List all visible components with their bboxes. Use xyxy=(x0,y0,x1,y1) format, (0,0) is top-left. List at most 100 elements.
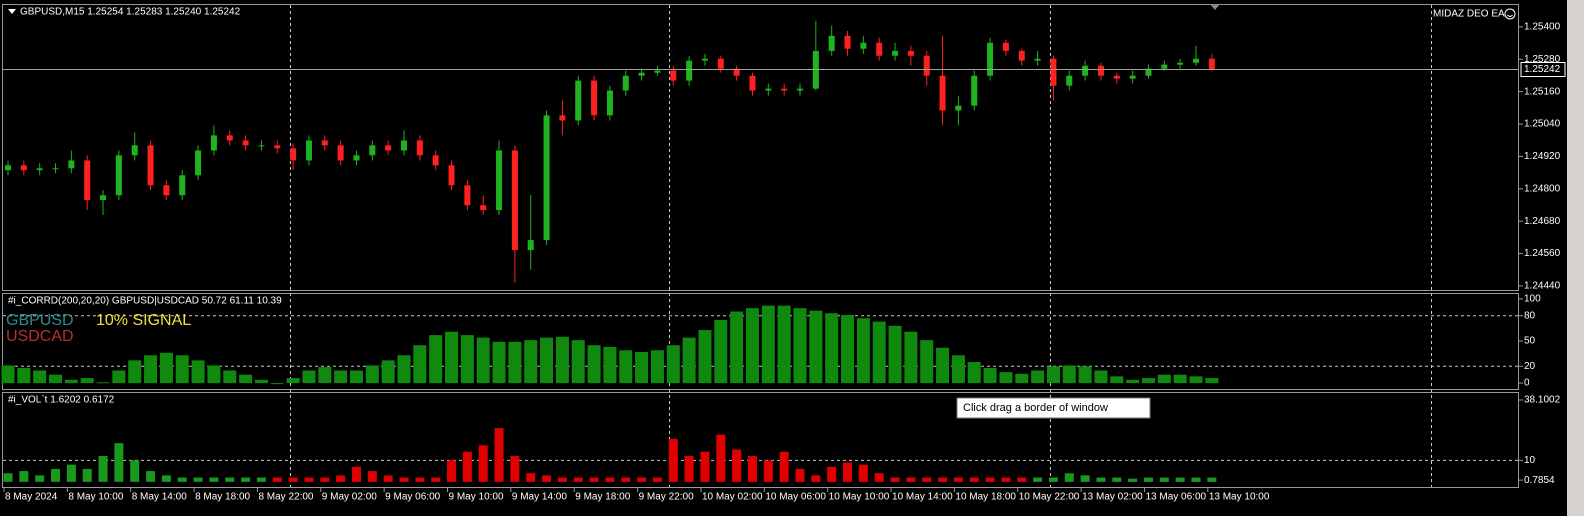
bar xyxy=(589,477,599,482)
y-tick-label: 0 xyxy=(1524,378,1530,389)
candle-body xyxy=(369,145,376,156)
x-tick-label: 10 May 14:00 xyxy=(892,492,953,503)
bar xyxy=(128,360,142,384)
bar xyxy=(225,477,235,482)
bar xyxy=(367,471,377,482)
price-label: 1.25242 xyxy=(1524,64,1561,75)
bar xyxy=(159,352,173,384)
candle-body xyxy=(115,155,122,196)
candle-body xyxy=(1177,62,1184,65)
x-tick-label: 9 May 10:00 xyxy=(449,492,504,503)
candle-body xyxy=(258,145,265,147)
bar xyxy=(460,335,474,384)
vol-title: #i_VOL`t 1.6202 0.6172 xyxy=(8,394,115,406)
candle-body xyxy=(100,195,107,201)
bar xyxy=(494,428,504,482)
bar xyxy=(1173,374,1187,384)
bar xyxy=(272,477,282,482)
bar xyxy=(1078,366,1092,384)
bar xyxy=(811,475,821,482)
bar xyxy=(999,372,1013,384)
bar xyxy=(906,477,916,482)
bar xyxy=(650,350,664,384)
bar xyxy=(286,378,300,384)
x-tick-label: 8 May 14:00 xyxy=(132,492,187,503)
candle-body xyxy=(1129,75,1136,79)
bar xyxy=(573,477,583,482)
bar xyxy=(920,340,934,384)
bar xyxy=(51,468,61,482)
x-tick-label: 8 May 10:00 xyxy=(68,492,123,503)
candle-body xyxy=(1018,50,1025,61)
candle-body xyxy=(353,155,360,161)
bar xyxy=(1046,366,1060,384)
x-tick-label: 13 May 10:00 xyxy=(1209,492,1270,503)
bar xyxy=(492,341,506,384)
bar xyxy=(177,477,187,482)
bar xyxy=(1143,477,1153,482)
bar xyxy=(17,367,31,384)
candle-body xyxy=(1082,65,1089,76)
bar xyxy=(605,477,615,482)
candle-body xyxy=(987,42,994,76)
candle-body xyxy=(1113,75,1120,79)
candle-body xyxy=(701,58,708,61)
y-tick-label: 10 xyxy=(1524,455,1536,466)
bar xyxy=(985,477,995,482)
window-frame xyxy=(1567,0,1584,516)
bar xyxy=(207,365,221,384)
bar xyxy=(1096,477,1106,482)
corr-panel xyxy=(2,293,1519,390)
bar xyxy=(175,355,189,384)
candle-body xyxy=(844,35,851,49)
bar xyxy=(747,456,757,482)
x-tick-label: 8 May 18:00 xyxy=(195,492,250,503)
bar xyxy=(381,360,395,384)
y-tick-label: 80 xyxy=(1524,310,1536,321)
candle-body xyxy=(52,168,59,170)
x-tick-label: 9 May 18:00 xyxy=(575,492,630,503)
bar xyxy=(96,382,110,384)
candle-body xyxy=(876,42,883,56)
bar xyxy=(209,477,219,482)
x-tick-label: 10 May 22:00 xyxy=(1019,492,1080,503)
bar xyxy=(80,378,94,384)
x-tick-label: 9 May 02:00 xyxy=(322,492,377,503)
bar xyxy=(1110,376,1124,384)
y-tick-label: 1.25400 xyxy=(1524,22,1561,33)
x-tick-label: 10 May 02:00 xyxy=(702,492,763,503)
bar xyxy=(587,345,601,384)
y-tick-label: 1.25160 xyxy=(1524,86,1561,97)
bar xyxy=(351,466,361,482)
x-tick-label: 9 May 14:00 xyxy=(512,492,567,503)
candle-body xyxy=(274,145,281,149)
candle-body xyxy=(480,205,487,211)
candle-body xyxy=(622,75,629,91)
candle-body xyxy=(147,145,154,186)
candle-body xyxy=(654,70,661,73)
bar xyxy=(1191,477,1201,482)
y-tick-label: 1.24680 xyxy=(1524,216,1561,227)
bar xyxy=(809,310,823,384)
bar xyxy=(890,477,900,482)
candle-body xyxy=(511,150,518,251)
candle-body xyxy=(20,165,27,171)
candle-body xyxy=(559,115,566,121)
bar xyxy=(415,477,425,482)
bar xyxy=(967,362,981,384)
candle-body xyxy=(670,70,677,81)
bar xyxy=(637,477,647,482)
candle-body xyxy=(226,135,233,141)
bar xyxy=(256,477,266,482)
candle-body xyxy=(84,160,91,201)
bar xyxy=(3,473,13,482)
candle-body xyxy=(432,155,439,166)
bar xyxy=(334,370,348,384)
y-tick-label: 20 xyxy=(1524,361,1536,372)
bar xyxy=(1175,477,1185,482)
bar xyxy=(969,477,979,482)
menu-arrow[interactable] xyxy=(8,9,16,14)
bar xyxy=(652,477,662,482)
bar xyxy=(938,477,948,482)
